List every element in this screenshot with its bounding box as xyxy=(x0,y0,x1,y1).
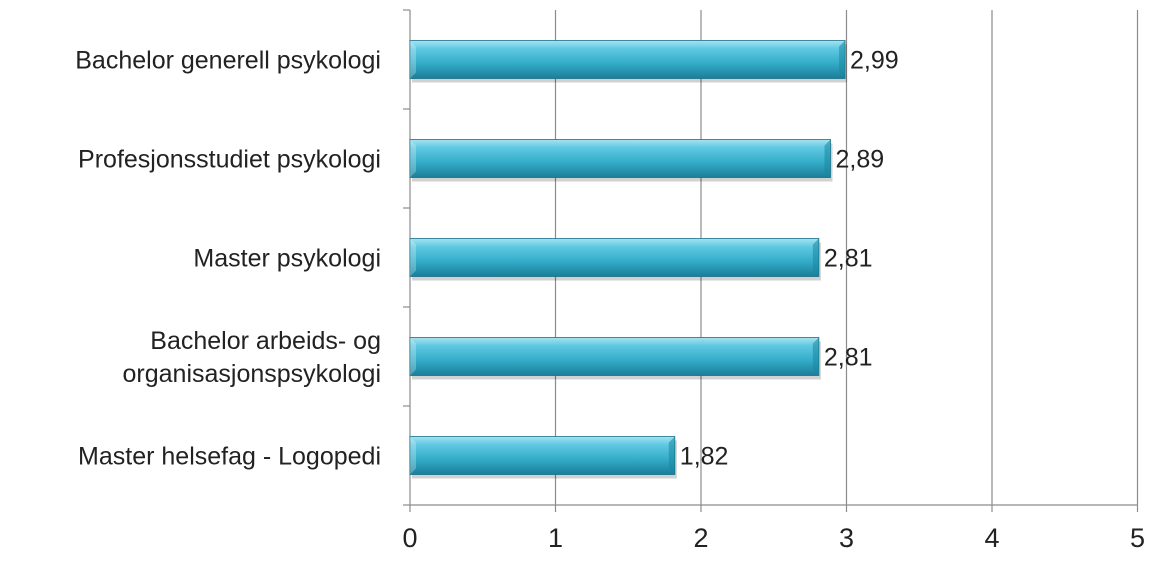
bar-start-cap xyxy=(410,139,416,178)
bar-end-cap xyxy=(668,436,675,475)
category-label: Master helsefag - Logopedi xyxy=(78,443,381,471)
bar-start-cap xyxy=(410,238,416,277)
value-label: 2,99 xyxy=(850,47,899,75)
category-label-line: Master helsefag - Logopedi xyxy=(78,443,381,471)
bar-end-cap xyxy=(812,337,819,376)
x-tick-label: 3 xyxy=(839,523,854,553)
x-tick-label: 5 xyxy=(1130,523,1145,553)
bar-face xyxy=(409,238,820,277)
value-label: 2,89 xyxy=(835,146,884,174)
bar-start-cap xyxy=(410,436,416,475)
category-label-line: Bachelor generell psykologi xyxy=(75,47,381,75)
bar-start-cap xyxy=(410,337,416,376)
category-label: Bachelor arbeids- og organisasjonspsykolo… xyxy=(123,327,381,388)
category-label-line: Master psykologi xyxy=(193,245,381,273)
bar-face xyxy=(409,139,831,178)
category-label: Master psykologi xyxy=(193,245,381,273)
bar-face xyxy=(409,436,676,475)
bar xyxy=(409,238,821,281)
x-tick-label: 0 xyxy=(402,523,417,553)
bars xyxy=(409,40,848,479)
bar xyxy=(409,337,821,380)
x-tick-label: 1 xyxy=(548,523,563,553)
bar-face xyxy=(409,40,846,79)
bar-end-cap xyxy=(824,139,831,178)
category-label-line: Bachelor arbeids- og xyxy=(150,327,381,355)
labels: 0 1 2 3 4 5 2,99 Bachelor generell psykologi 2,8… xyxy=(75,47,1145,554)
bar xyxy=(409,436,677,479)
bar-face xyxy=(409,337,820,376)
x-tick-label: 4 xyxy=(984,523,999,553)
bar xyxy=(409,40,848,83)
category-label-line: Profesjonsstudiet psykologi xyxy=(78,146,381,174)
x-tick-label: 2 xyxy=(693,523,708,553)
bar xyxy=(409,139,833,182)
category-label-line: organisasjonspsykologi xyxy=(123,360,381,388)
value-label: 2,81 xyxy=(824,245,873,273)
bar-end-cap xyxy=(812,238,819,277)
category-label: Bachelor generell psykologi xyxy=(75,47,381,75)
bar-start-cap xyxy=(410,40,416,79)
gridlines xyxy=(554,10,1139,505)
bar-end-cap xyxy=(839,40,846,79)
category-label: Profesjonsstudiet psykologi xyxy=(78,146,381,174)
value-label: 1,82 xyxy=(680,443,729,471)
value-label: 2,81 xyxy=(824,344,873,372)
